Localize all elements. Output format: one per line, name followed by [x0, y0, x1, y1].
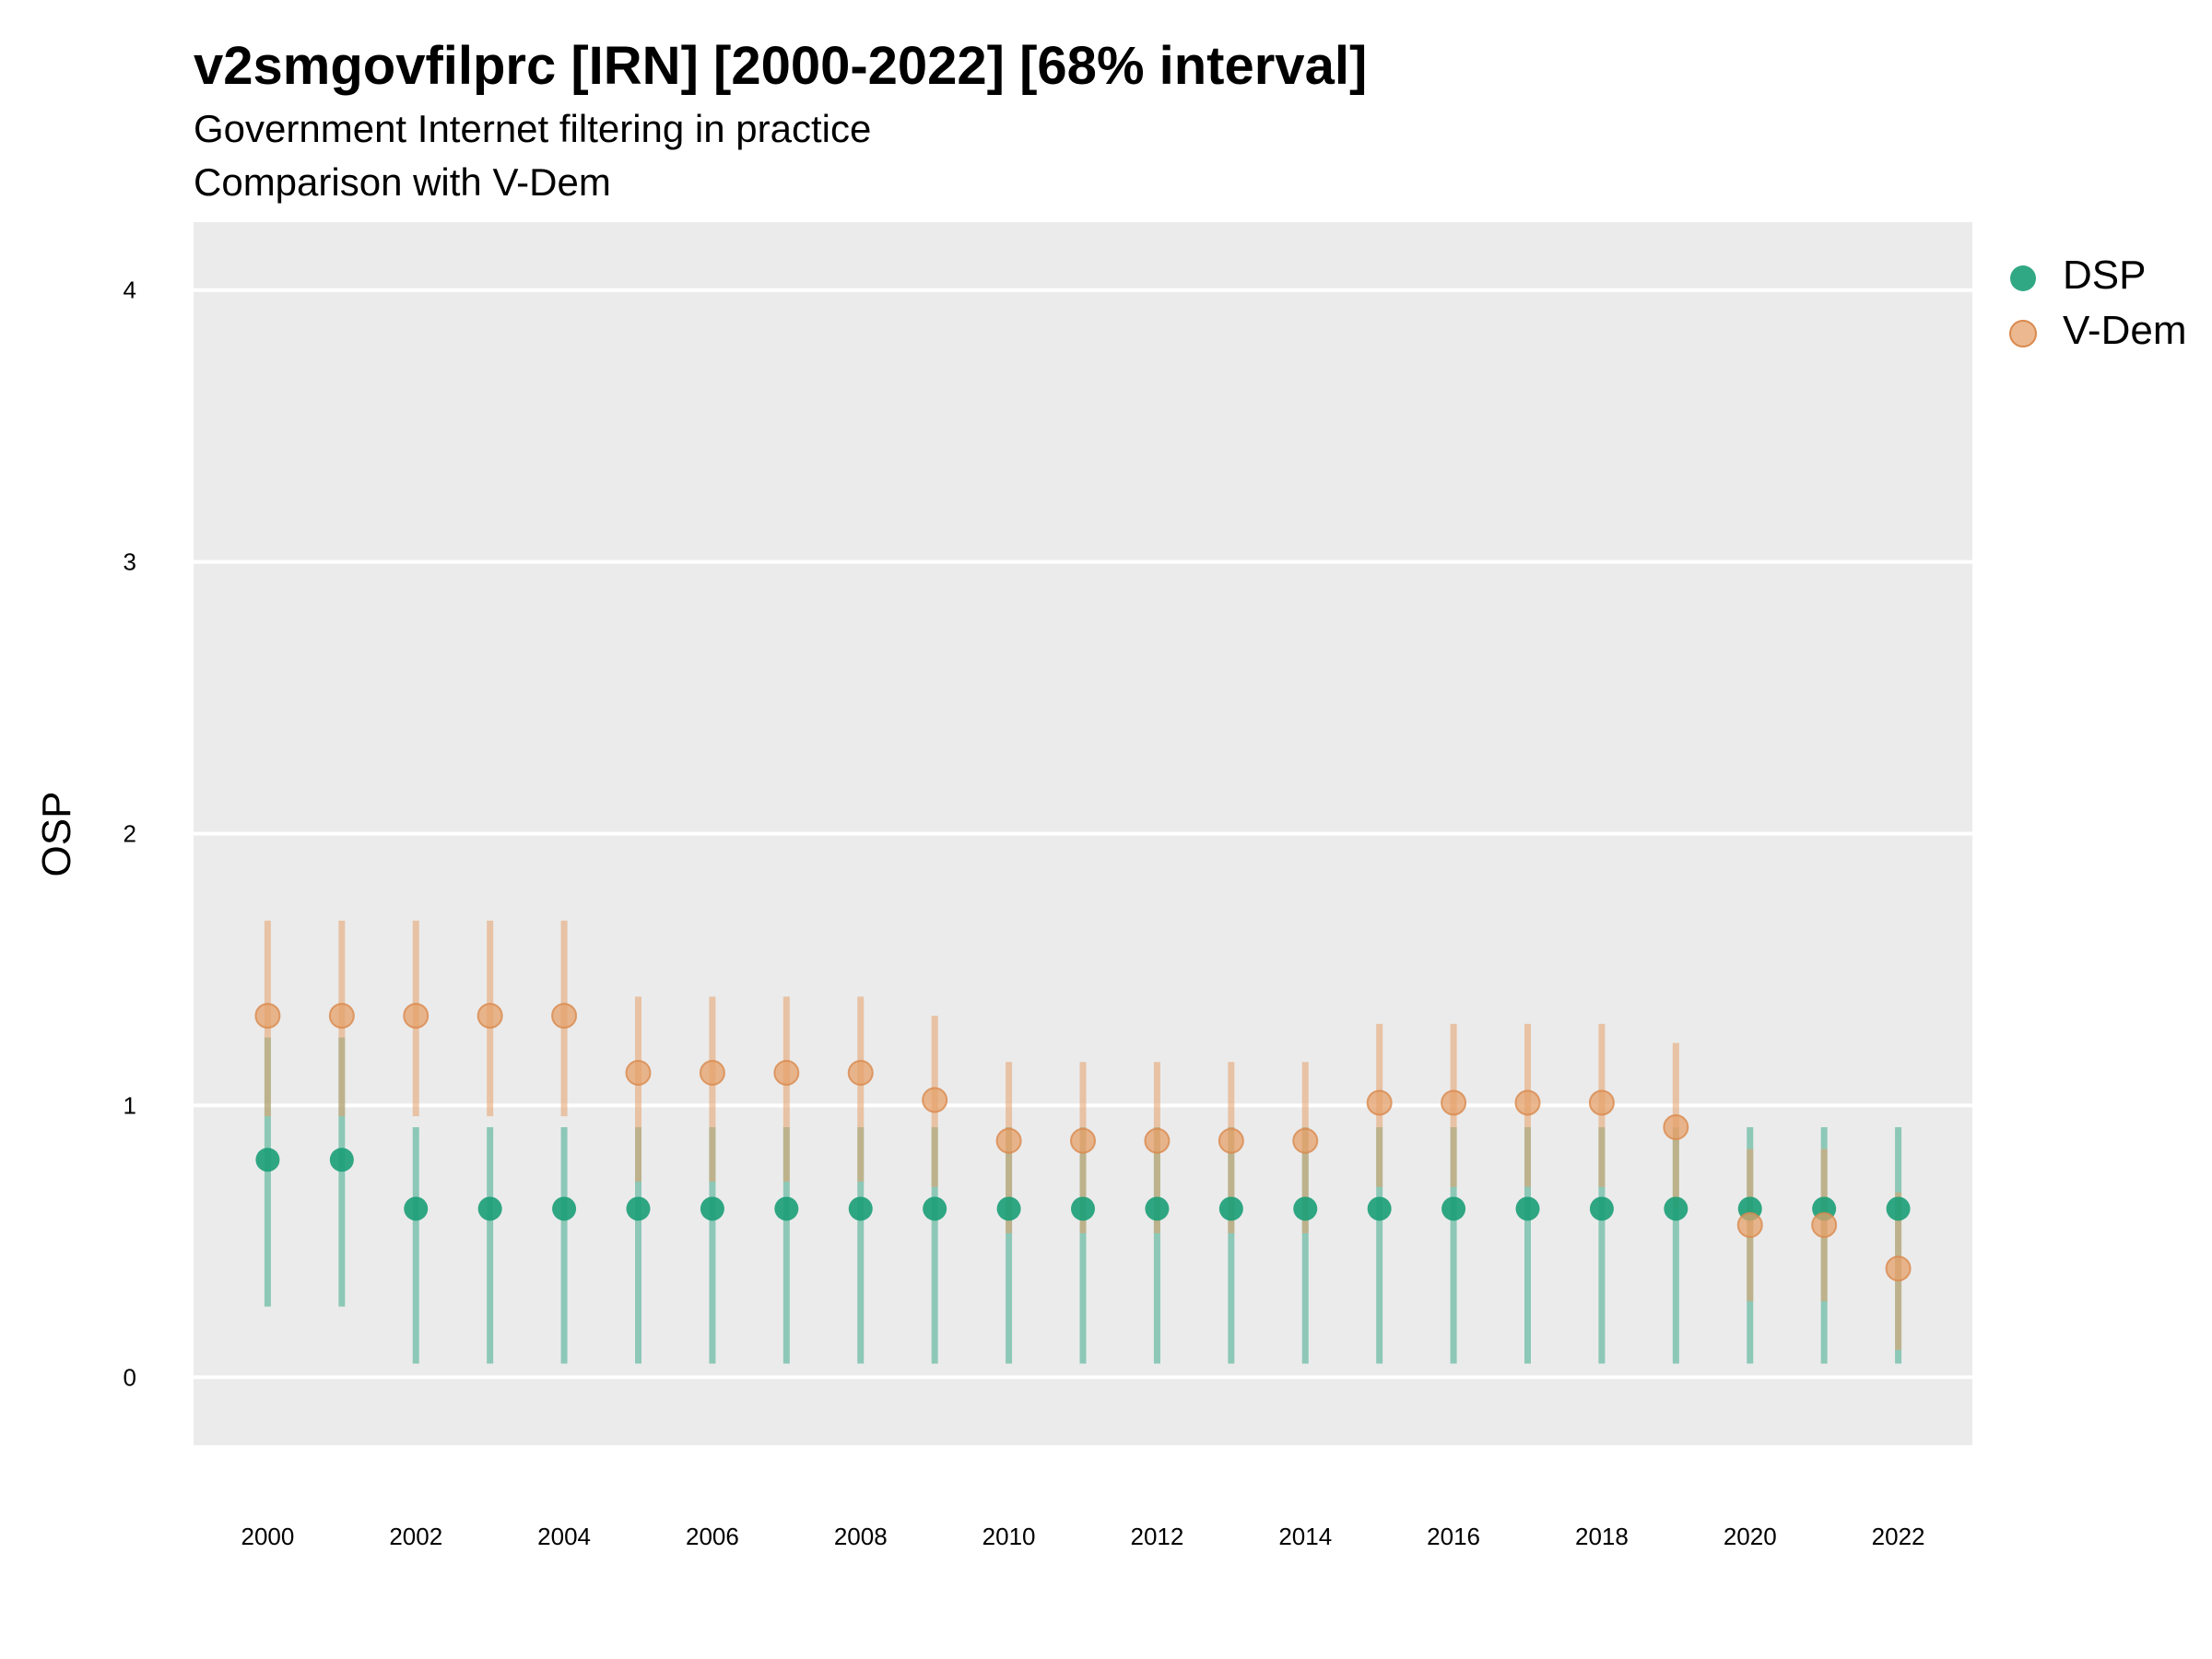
y-tick-label: 2 — [124, 820, 136, 848]
point-dsp — [1293, 1196, 1318, 1221]
point-v-dem — [1070, 1127, 1096, 1154]
x-tick-label: 2002 — [389, 1523, 442, 1550]
chart-title: v2smgovfilprc [IRN] [2000-2022] [68% int… — [194, 36, 1368, 96]
y-tick-label: 0 — [124, 1363, 136, 1391]
point-dsp — [700, 1196, 724, 1221]
y-tick-label: 3 — [124, 548, 136, 576]
point-dsp — [1441, 1196, 1466, 1221]
point-dsp — [1071, 1196, 1095, 1221]
point-dsp — [848, 1196, 873, 1221]
point-v-dem — [1218, 1127, 1244, 1154]
x-tick-label: 2018 — [1575, 1523, 1629, 1550]
y-axis: 0 1 2 3 4 — [124, 276, 136, 1392]
legend — [2009, 265, 2037, 347]
x-tick-label: 2000 — [241, 1523, 294, 1550]
point-dsp — [1218, 1196, 1243, 1221]
point-dsp — [255, 1147, 280, 1172]
point-dsp — [1145, 1196, 1170, 1221]
point-v-dem — [403, 1003, 429, 1030]
point-dsp — [1886, 1196, 1911, 1221]
point-dsp — [996, 1196, 1021, 1221]
y-axis-label: OSP — [34, 792, 79, 877]
legend-label-vdem: V-Dem — [2063, 308, 2187, 353]
point-v-dem — [1514, 1089, 1541, 1116]
point-dsp — [1664, 1196, 1688, 1221]
point-v-dem — [625, 1060, 652, 1087]
point-dsp — [329, 1147, 354, 1172]
point-v-dem — [1144, 1127, 1171, 1154]
x-axis: 2000 2002 2004 2006 2008 2010 2012 2014 2016 2018… — [241, 1523, 1924, 1550]
point-dsp — [1515, 1196, 1540, 1221]
point-v-dem — [1588, 1089, 1615, 1116]
point-dsp — [552, 1196, 577, 1221]
x-tick-label: 2022 — [1872, 1523, 1925, 1550]
point-v-dem — [254, 1003, 281, 1030]
point-v-dem — [1441, 1089, 1467, 1116]
point-v-dem — [995, 1127, 1022, 1154]
chart-subtitle-comparison: Comparison with V-Dem — [194, 160, 611, 204]
x-tick-label: 2016 — [1427, 1523, 1480, 1550]
y-tick-label: 4 — [124, 276, 136, 304]
point-v-dem — [699, 1060, 725, 1087]
point-v-dem — [1292, 1127, 1319, 1154]
point-v-dem — [847, 1060, 874, 1087]
legend-key-v-dem — [2009, 320, 2037, 347]
point-v-dem — [773, 1060, 800, 1087]
x-tick-label: 2006 — [686, 1523, 739, 1550]
x-tick-label: 2004 — [537, 1523, 591, 1550]
point-dsp — [404, 1196, 429, 1221]
x-tick-label: 2020 — [1724, 1523, 1777, 1550]
point-dsp — [1367, 1196, 1392, 1221]
point-dsp — [774, 1196, 799, 1221]
point-dsp — [626, 1196, 651, 1221]
point-v-dem — [922, 1087, 948, 1113]
point-v-dem — [551, 1003, 578, 1030]
point-v-dem — [1885, 1255, 1912, 1282]
x-tick-label: 2010 — [982, 1523, 1036, 1550]
point-v-dem — [1736, 1212, 1763, 1239]
chart-subtitle: Government Internet filtering in practic… — [194, 107, 872, 150]
point-v-dem — [477, 1003, 503, 1030]
point-v-dem — [328, 1003, 355, 1030]
data-points — [254, 1003, 1912, 1282]
point-v-dem — [1811, 1212, 1838, 1239]
x-tick-label: 2008 — [834, 1523, 888, 1550]
legend-key-dsp — [2010, 265, 2036, 291]
x-tick-label: 2014 — [1278, 1523, 1332, 1550]
y-tick-label: 1 — [124, 1091, 136, 1119]
point-dsp — [477, 1196, 502, 1221]
point-v-dem — [1663, 1113, 1689, 1140]
point-dsp — [1589, 1196, 1614, 1221]
x-tick-label: 2012 — [1130, 1523, 1183, 1550]
point-dsp — [923, 1196, 947, 1221]
legend-label-dsp: DSP — [2063, 253, 2147, 298]
point-v-dem — [1366, 1089, 1393, 1116]
